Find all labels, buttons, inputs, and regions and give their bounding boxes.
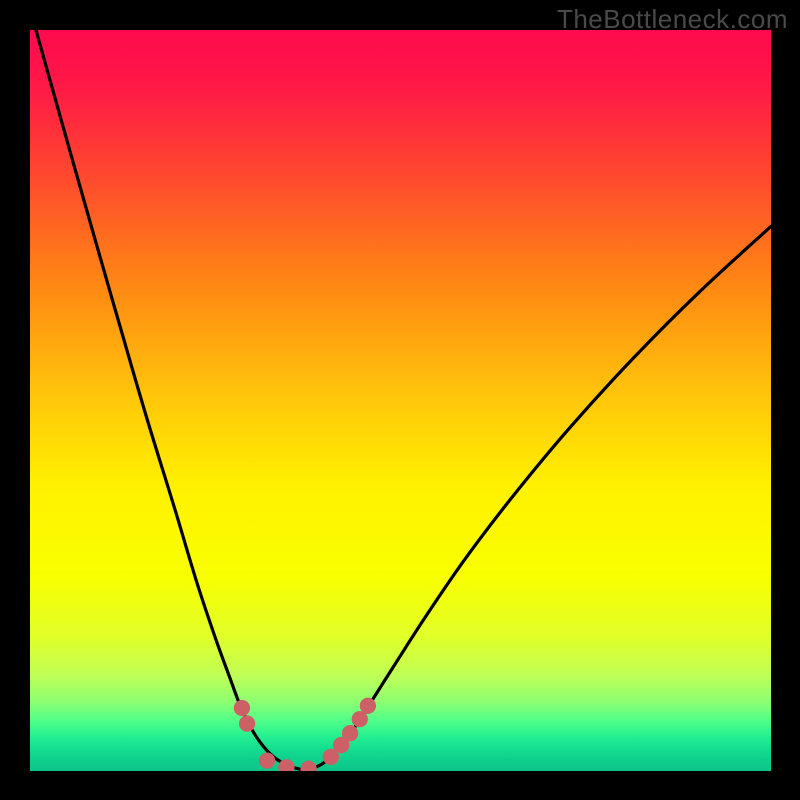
plot-area [30,30,771,771]
marker-point [342,725,358,741]
marker-point [239,715,255,731]
marker-point [360,698,376,714]
marker-point [259,752,275,768]
attribution-text: TheBottleneck.com [557,4,788,35]
marker-point [234,700,250,716]
chart-svg [30,30,771,771]
chart-frame: TheBottleneck.com [0,0,800,800]
